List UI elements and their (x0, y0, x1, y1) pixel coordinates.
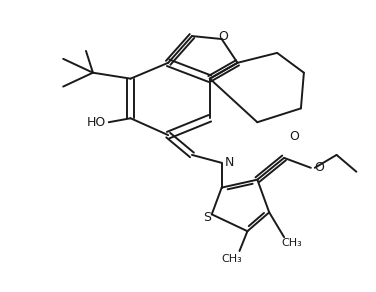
Text: HO: HO (86, 116, 106, 129)
Text: O: O (219, 29, 229, 43)
Text: O: O (289, 130, 299, 142)
Text: O: O (314, 161, 324, 174)
Text: N: N (225, 156, 234, 169)
Text: S: S (203, 211, 211, 224)
Text: CH₃: CH₃ (282, 238, 302, 248)
Text: CH₃: CH₃ (221, 254, 242, 264)
